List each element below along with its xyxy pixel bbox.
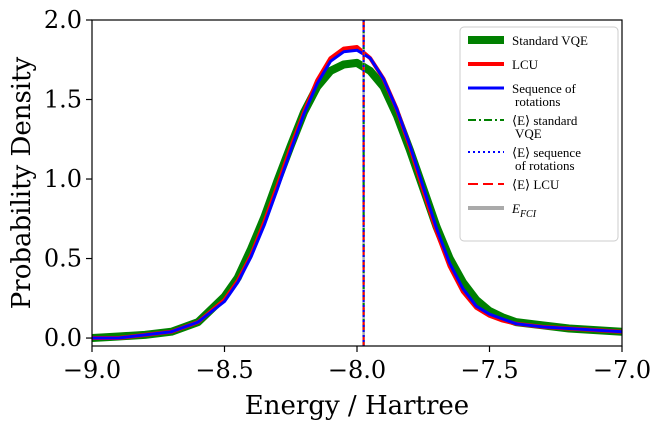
legend-label: of rotations xyxy=(515,158,575,173)
plot-area xyxy=(92,20,622,346)
y-tick-label: 0.0 xyxy=(44,324,82,352)
x-tick-label: −9.0 xyxy=(63,356,121,384)
y-tick-label: 1.5 xyxy=(44,86,82,114)
legend-label: ⟨E⟩ standard xyxy=(512,113,578,128)
legend-label: ⟨E⟩ LCU xyxy=(512,177,560,192)
legend-entry-7: EFCI xyxy=(468,201,537,220)
y-tick-label: 2.0 xyxy=(44,6,82,34)
x-tick-label: −7.5 xyxy=(460,356,518,384)
y-tick-label: 1.0 xyxy=(44,165,82,193)
y-tick-label: 0.5 xyxy=(44,245,82,273)
legend-label: VQE xyxy=(515,126,542,141)
legend-label: LCU xyxy=(512,57,539,72)
x-axis-label: Energy / Hartree xyxy=(245,391,469,421)
legend-label: ⟨E⟩ sequence xyxy=(512,145,581,160)
legend-label: Standard VQE xyxy=(512,33,588,48)
legend-box xyxy=(459,26,619,242)
legend-entry-1: Standard VQE xyxy=(468,33,588,48)
legend-entry-6: ⟨E⟩ LCU xyxy=(468,177,560,192)
legend-label: rotations xyxy=(515,94,561,109)
x-tick-label: −8.5 xyxy=(195,356,253,384)
legend-label: EFCI xyxy=(511,201,537,220)
x-tick-label: −7.0 xyxy=(593,356,650,384)
y-axis-label: Probability Density xyxy=(7,56,37,309)
axis-ticks: −9.0 −8.5 −8.0 −7.5 −7.0 0.0 0.5 1.0 1.5 2.0 xyxy=(44,6,650,384)
legend-label: Sequence of xyxy=(512,81,577,96)
legend-entry-2: LCU xyxy=(468,57,539,72)
x-tick-label: −8.0 xyxy=(328,356,386,384)
